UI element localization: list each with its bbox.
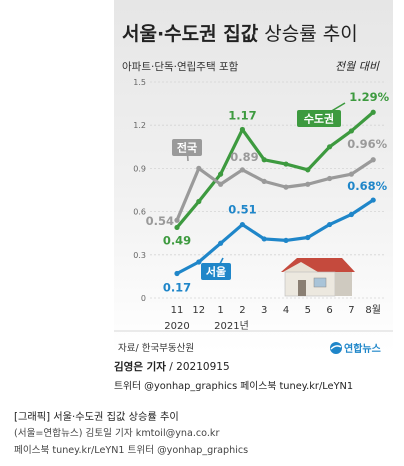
chart-subtitle: 아파트·단독·연립주택 포함 [122,60,239,73]
data-label: 0.89 [230,150,258,164]
data-point [283,161,289,167]
house-side-wall [335,272,352,296]
gridlines [150,81,385,299]
data-point [174,217,180,223]
x-year-label: 2020 [164,321,189,332]
data-point [327,175,333,182]
data-point [239,221,245,228]
y-tick-label: 0 [141,294,146,303]
data-point [348,128,354,134]
data-label: 0.49 [163,233,191,247]
chart-title-bold: 서울·수도권 집값 [122,23,259,45]
series-tag-label: 서울 [206,265,226,279]
x-tick-label: 7 [348,305,354,316]
series-line-1 [175,158,375,222]
data-point [218,240,224,246]
data-point [327,144,333,150]
house-door [298,280,306,296]
data-labels: 0.49 1.17 1.29% 0.54 0.89 0.96% 0.17 0.51 0.68% [146,90,390,294]
data-point [174,270,180,277]
unit-note: 전월 대비 [335,60,380,73]
x-tick-label: 4 [283,305,289,316]
data-label: 0.51 [228,203,256,217]
house-illustration [281,258,355,297]
series-tag-label: 전국 [177,141,197,155]
source-note: 자료/ 한국부동산원 [118,343,194,354]
data-point [370,157,376,163]
credit-reporter-line: 김영은 기자 / 20210915 [114,359,230,374]
data-point [370,109,376,115]
data-point [370,197,376,203]
data-label: 0.96% [347,137,387,151]
data-point [196,259,202,265]
credit-social: 트위터 @yonhap_graphics 페이스북 tuney.kr/LeYN1 [114,381,354,392]
x-tick-label: 8월 [365,304,381,316]
x-tick-label: 6 [326,305,332,316]
y-axis-ticks: 0 0.3 0.6 0.9 1.2 1.5 [133,78,146,303]
x-tick-label: 2 [239,305,245,316]
data-point [283,237,289,243]
house-window [313,277,327,288]
x-tick-label: 3 [261,305,267,316]
yonhap-logo-mark [330,342,342,354]
data-point [239,167,245,173]
data-label: 1.29% [349,90,389,104]
y-tick-label: 0.6 [133,208,146,217]
x-tick-label: 12 [192,305,205,316]
x-year-label: 2021년 [214,320,249,332]
data-point [218,171,224,177]
x-tick-label: 11 [171,305,184,316]
series-lines [174,109,376,277]
data-point [196,198,202,205]
y-tick-label: 1.5 [133,78,146,87]
data-point [261,178,267,184]
x-tick-label: 1 [217,305,223,316]
data-label: 1.17 [228,109,256,123]
x-tick-label: 5 [305,305,311,316]
series-tag-box [201,263,231,280]
series-tag-label: 수도권 [304,113,334,126]
caption-title: [그래픽] 서울·수도권 집값 상승률 추이 [14,412,179,423]
data-point [218,181,224,187]
caption-author: (서울=연합뉴스) 김토일 기자 kmtoil@yna.co.kr [14,428,220,439]
data-point [348,171,354,177]
data-point [283,184,289,190]
data-point [196,165,202,171]
y-tick-label: 0.9 [133,164,146,173]
series-line-2 [175,198,375,276]
data-point [348,211,354,218]
caption-social: 페이스북 tuney.kr/LeYN1 트위터 @yonhap_graphics [14,445,249,456]
series-tag-box [172,139,202,156]
data-point [261,157,267,163]
data-label: 0.54 [146,214,174,228]
chart-title-light: 상승률 추이 [258,23,357,45]
series-tag-box [297,110,341,127]
y-tick-label: 0.3 [133,251,146,260]
credit-date: / 20210915 [165,361,230,373]
data-point [327,221,333,228]
credit-reporter: 김영은 기자 [114,361,166,373]
y-tick-label: 1.2 [133,121,146,130]
yonhap-logo: 연합뉴스 [330,342,381,355]
chart-title: 서울·수도권 집값 상승률 추이 [122,23,358,45]
house-gable [283,262,318,272]
data-point [305,167,311,173]
data-point [305,181,311,187]
data-point [174,224,180,231]
series-line-0 [175,110,375,230]
data-point [239,126,245,133]
data-label: 0.17 [163,281,191,295]
data-point [261,236,267,242]
yonhap-logo-text: 연합뉴스 [344,342,381,355]
house-wall [284,271,336,297]
yonhap-logo-swoosh [330,345,342,350]
data-label: 0.68% [347,179,387,193]
data-point [305,234,311,241]
